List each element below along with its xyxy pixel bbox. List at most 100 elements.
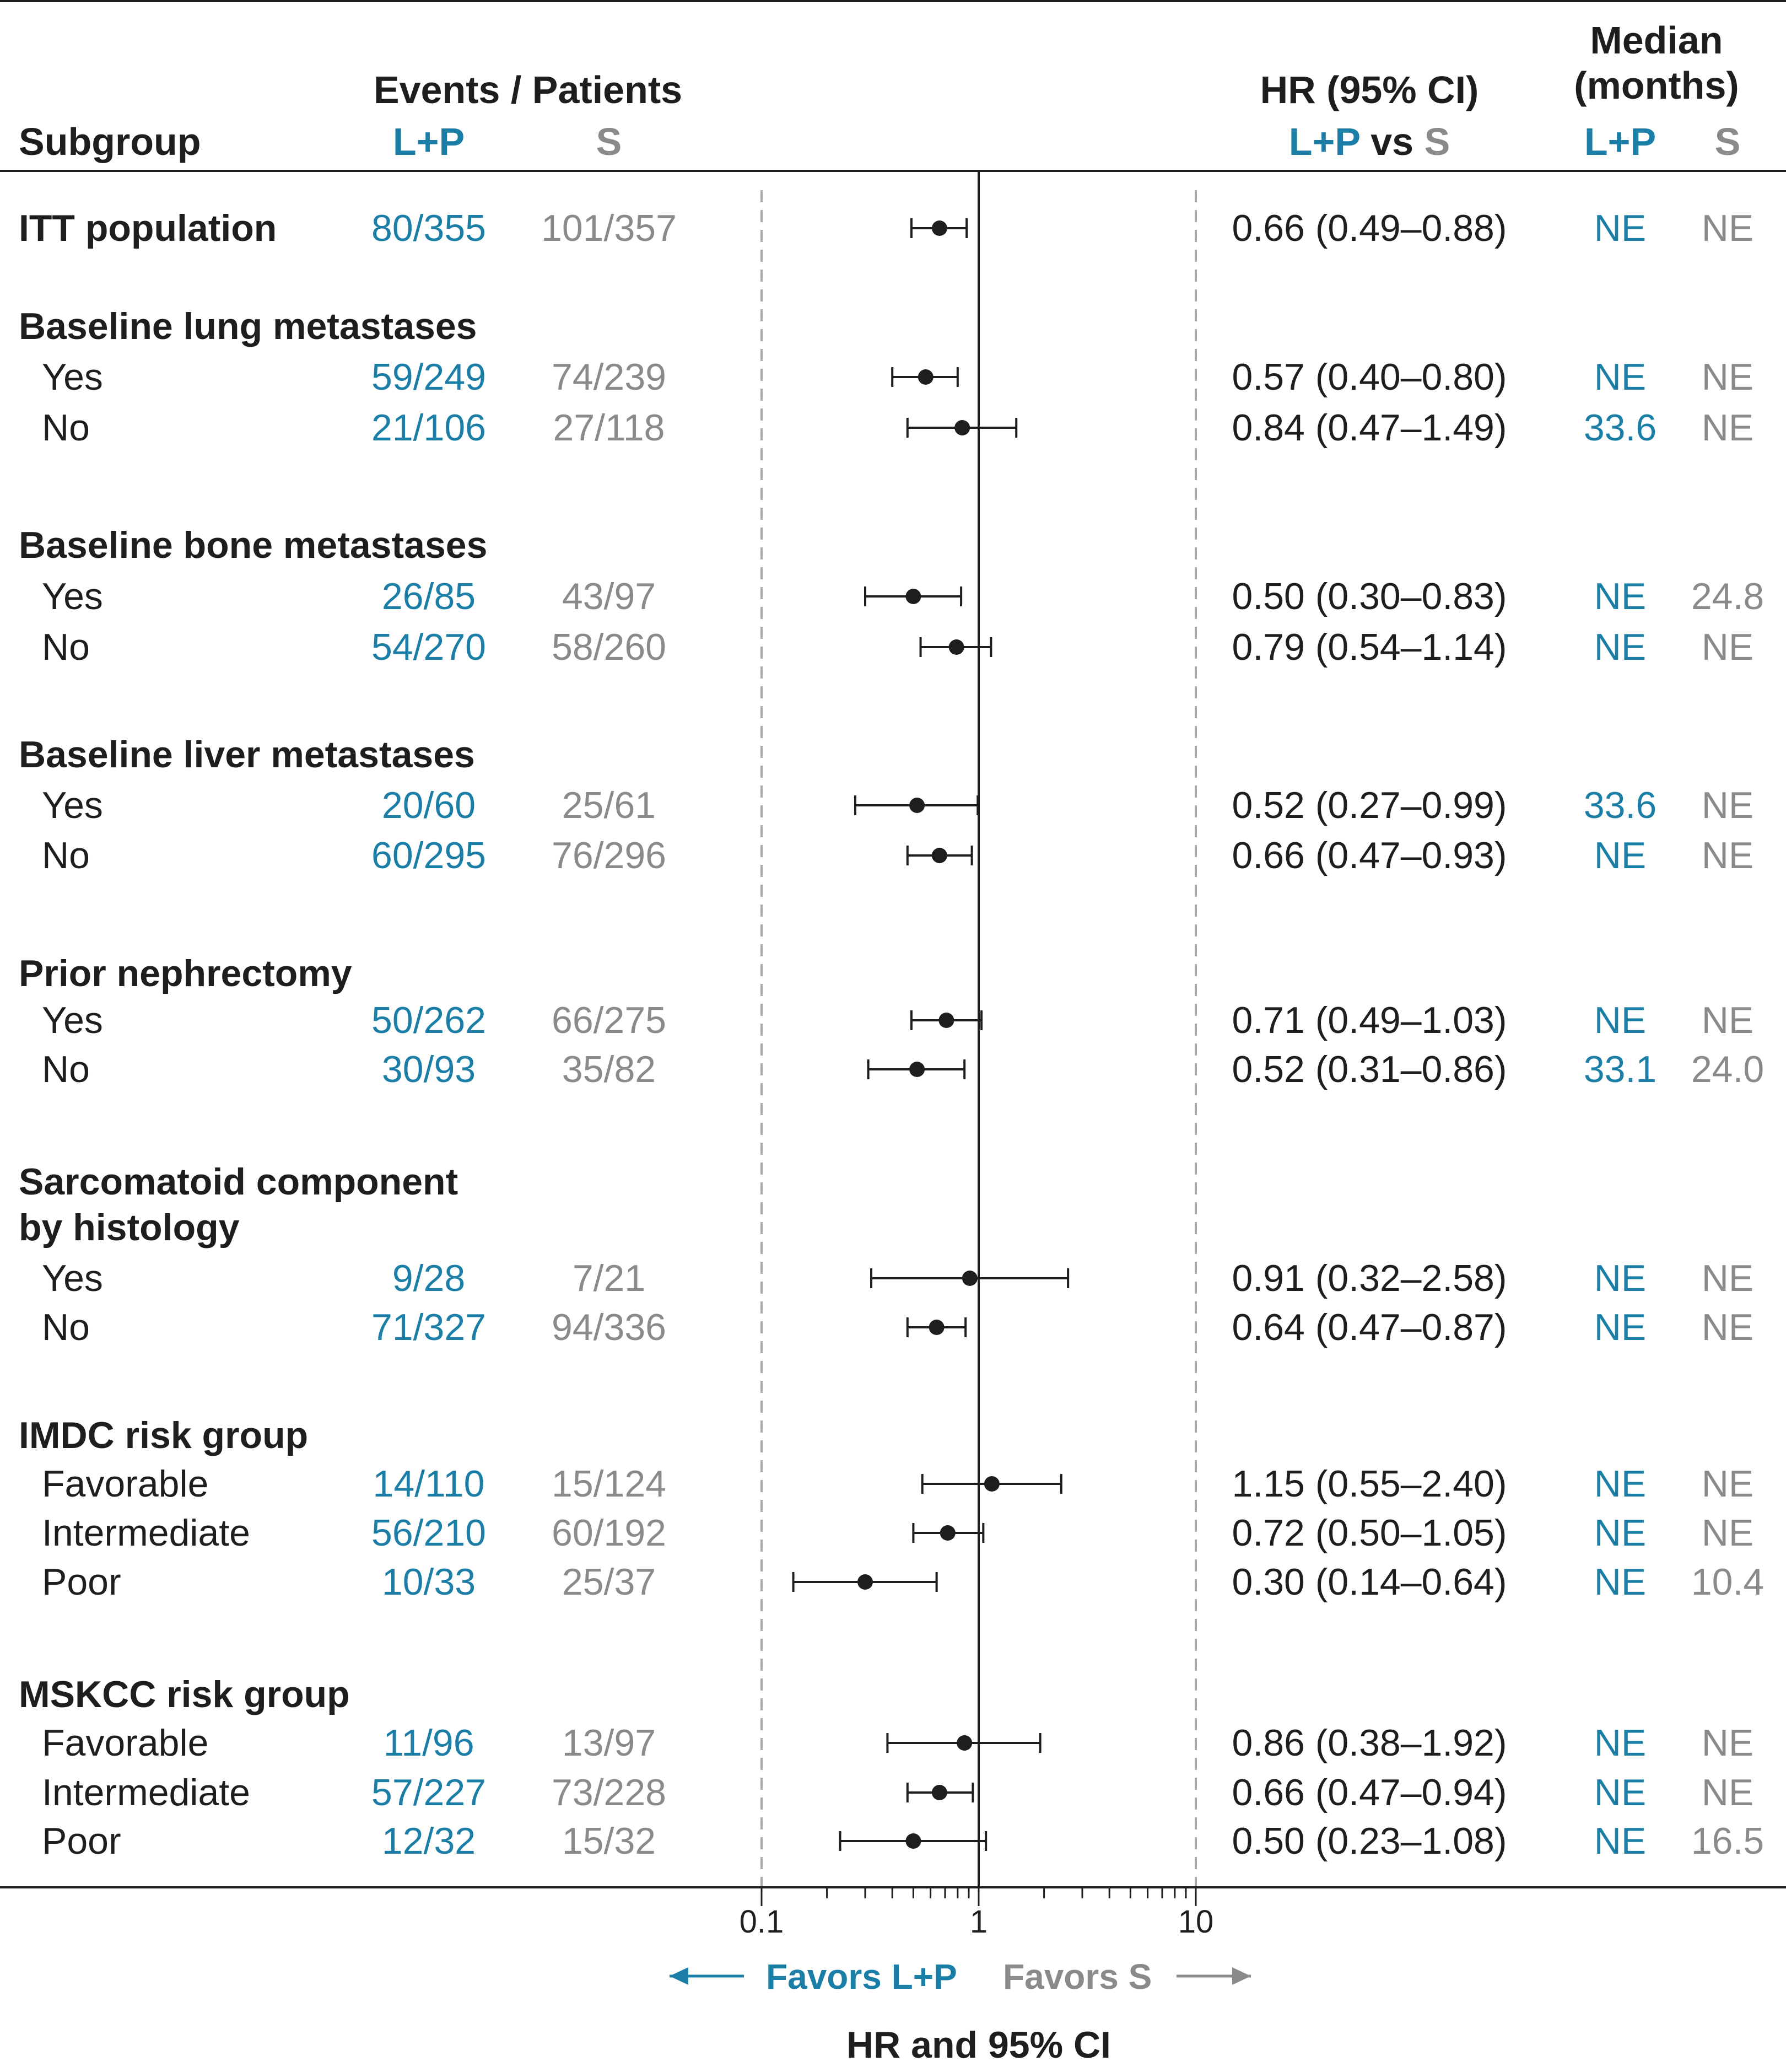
hr-ci-cell: 1.15 (0.55–2.40) xyxy=(1232,1463,1507,1505)
hr-ci-cell: 0.84 (0.47–1.49) xyxy=(1232,407,1507,449)
hr-point xyxy=(931,1785,947,1800)
events-lp-header: L+P xyxy=(392,120,465,163)
hr-point xyxy=(948,639,964,655)
hr-ci-cell: 0.66 (0.47–0.94) xyxy=(1232,1772,1507,1813)
row-label: Yes xyxy=(42,784,103,826)
events-s-cell: 15/124 xyxy=(552,1463,666,1505)
median-s-cell: NE xyxy=(1701,1463,1754,1505)
median-lp-cell: NE xyxy=(1594,575,1647,617)
hr-ci-cell: 0.52 (0.31–0.86) xyxy=(1232,1048,1507,1090)
x-tick-label-0.1: 0.1 xyxy=(739,1904,784,1940)
events-lp-cell: 11/96 xyxy=(383,1722,474,1764)
x-axis-title: HR and 95% CI xyxy=(846,2024,1111,2066)
median-s-cell: NE xyxy=(1701,356,1754,398)
median-s-header: S xyxy=(1714,120,1741,163)
row-label: Yes xyxy=(42,356,103,398)
row-label: No xyxy=(42,835,90,876)
events-lp-cell: 14/110 xyxy=(373,1463,485,1505)
events-lp-cell: 50/262 xyxy=(371,999,486,1041)
median-s-cell: 10.4 xyxy=(1691,1561,1765,1603)
row-label: Poor xyxy=(42,1820,121,1862)
hr-point xyxy=(857,1574,873,1590)
hr-ci-cell: 0.52 (0.27–0.99) xyxy=(1232,784,1507,826)
events-s-cell: 73/228 xyxy=(552,1772,666,1813)
median-lp-cell: NE xyxy=(1594,626,1647,668)
events-lp-cell: 71/327 xyxy=(371,1306,486,1348)
events-s-cell: 60/192 xyxy=(552,1512,666,1554)
hr-point xyxy=(931,220,947,236)
hr-point xyxy=(957,1735,973,1751)
median-header: Median xyxy=(1590,19,1723,62)
median-lp-cell: NE xyxy=(1594,1722,1647,1764)
events-lp-cell: 56/210 xyxy=(371,1512,486,1554)
median-lp-cell: NE xyxy=(1594,1772,1647,1813)
row-label: No xyxy=(42,407,90,449)
events-s-cell: 25/61 xyxy=(562,784,656,826)
top-rule xyxy=(0,0,1786,2)
median-lp-cell: NE xyxy=(1594,1820,1647,1862)
hr-ci-cell: 0.79 (0.54–1.14) xyxy=(1232,626,1507,668)
hr-ci-cell: 0.50 (0.23–1.08) xyxy=(1232,1820,1507,1862)
hr-ci-cell: 0.50 (0.30–0.83) xyxy=(1232,575,1507,617)
events-lp-cell: 59/249 xyxy=(371,356,486,398)
hr-comparison-header: L+P vs S xyxy=(1289,122,1450,161)
events-s-cell: 66/275 xyxy=(552,999,666,1041)
median-s-cell: NE xyxy=(1701,999,1754,1041)
events-s-cell: 76/296 xyxy=(552,835,666,876)
subgroup-title: Baseline bone metastases xyxy=(19,524,488,566)
hr-point xyxy=(905,589,921,604)
x-axis xyxy=(760,1886,1197,1906)
median-s-cell: 24.0 xyxy=(1691,1048,1765,1090)
events-lp-cell: 26/85 xyxy=(381,575,476,617)
hr-ci-cell: 0.66 (0.47–0.93) xyxy=(1232,835,1507,876)
median-lp-cell: NE xyxy=(1594,1257,1647,1299)
median-s-cell: NE xyxy=(1701,407,1754,449)
hr-point xyxy=(909,1062,925,1077)
hr-point xyxy=(905,1833,921,1849)
hr-s-label: S xyxy=(1424,120,1450,163)
hr-point xyxy=(929,1320,945,1335)
hr-ci-cell: 0.57 (0.40–0.80) xyxy=(1232,356,1507,398)
median-lp-cell: NE xyxy=(1594,835,1647,876)
median-lp-cell: 33.6 xyxy=(1583,407,1657,449)
hr-point xyxy=(909,798,925,813)
plot-marks xyxy=(792,218,1070,1851)
plot-grid xyxy=(760,170,1197,1886)
header-rule xyxy=(0,170,1786,172)
hr-point xyxy=(962,1271,978,1286)
median-s-cell: NE xyxy=(1701,1257,1754,1299)
row-label: No xyxy=(42,1048,90,1090)
median-s-cell: NE xyxy=(1701,1512,1754,1554)
row-label: Intermediate xyxy=(42,1512,250,1554)
hr-ci-cell: 0.91 (0.32–2.58) xyxy=(1232,1257,1507,1299)
events-lp-cell: 9/28 xyxy=(392,1257,466,1299)
events-s-cell: 13/97 xyxy=(562,1722,656,1764)
events-lp-cell: 57/227 xyxy=(371,1772,486,1813)
hr-ci-cell: 0.30 (0.14–0.64) xyxy=(1232,1561,1507,1603)
median-s-cell: NE xyxy=(1701,1306,1754,1348)
hr-lp-label: L+P xyxy=(1288,120,1360,163)
events-patients-header: Events / Patients xyxy=(373,68,683,111)
events-s-cell: 58/260 xyxy=(552,626,666,668)
median-lp-cell: 33.1 xyxy=(1583,1048,1657,1090)
median-s-cell: 16.5 xyxy=(1691,1820,1765,1862)
subgroup-header: Subgroup xyxy=(19,120,201,163)
median-lp-cell: NE xyxy=(1594,1512,1647,1554)
median-lp-header: L+P xyxy=(1584,120,1656,163)
hr-ci-cell: 0.71 (0.49–1.03) xyxy=(1232,999,1507,1041)
hr-point xyxy=(938,1013,954,1028)
subgroup-title: MSKCC risk group xyxy=(19,1673,350,1715)
events-s-cell: 7/21 xyxy=(572,1257,646,1299)
subgroup-title: ITT population xyxy=(19,207,277,249)
median-s-cell: 24.8 xyxy=(1691,575,1765,617)
median-lp-cell: NE xyxy=(1594,356,1647,398)
row-label: Yes xyxy=(42,575,103,617)
events-s-cell: 27/118 xyxy=(553,407,665,449)
events-lp-cell: 12/32 xyxy=(381,1820,476,1862)
row-label: Yes xyxy=(42,999,103,1041)
subgroup-title: IMDC risk group xyxy=(19,1414,309,1456)
median-s-cell: NE xyxy=(1701,784,1754,826)
events-lp-cell: 21/106 xyxy=(371,407,486,449)
events-s-cell: 101/357 xyxy=(541,207,677,249)
